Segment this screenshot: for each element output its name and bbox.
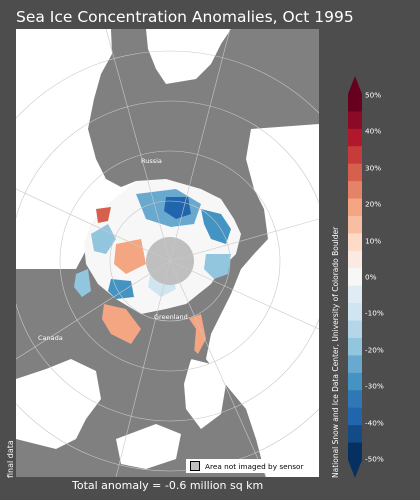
colorbar-band bbox=[348, 355, 362, 374]
label-russia: Russia bbox=[141, 157, 162, 165]
total-anomaly: Total anomaly = -0.6 million sq km bbox=[72, 479, 264, 492]
colorbar-tick-label: -50% bbox=[365, 454, 384, 464]
map-title: Sea Ice Concentration Anomalies, Oct 199… bbox=[16, 8, 354, 26]
colorbar-tick-label: 50% bbox=[365, 90, 382, 100]
colorbar-band bbox=[348, 372, 362, 391]
colorbar-tick-label: -30% bbox=[365, 381, 384, 391]
graticule bbox=[16, 29, 319, 477]
colorbar-band bbox=[348, 303, 362, 322]
colorbar-tick-label: 10% bbox=[365, 236, 382, 246]
colorbar-band bbox=[348, 268, 362, 287]
colorbar-band bbox=[348, 163, 362, 182]
polar-map bbox=[16, 29, 319, 477]
colorbar-tick-label: -10% bbox=[365, 308, 384, 318]
colorbar-arrow-top bbox=[348, 76, 362, 94]
colorbar-band bbox=[348, 233, 362, 252]
colorbar-band bbox=[348, 442, 362, 461]
legend-swatch bbox=[190, 461, 200, 471]
ocean-area bbox=[116, 424, 181, 469]
map-canvas bbox=[16, 29, 319, 477]
label-canada: Canada bbox=[38, 334, 63, 342]
colorbar-tick-label: 0% bbox=[365, 272, 377, 282]
credit-label: National Snow and Ice Data Center, Unive… bbox=[331, 226, 340, 478]
ocean-area bbox=[16, 359, 101, 449]
label-europe: Europe bbox=[292, 366, 315, 374]
colorbar-band bbox=[348, 216, 362, 234]
colorbar-band bbox=[348, 320, 362, 339]
map-legend: Area not imaged by sensor bbox=[186, 459, 317, 473]
colorbar-band bbox=[348, 111, 362, 130]
colorbar bbox=[348, 76, 362, 478]
colorbar-tick-label: 40% bbox=[365, 126, 382, 136]
colorbar-band bbox=[348, 407, 362, 426]
colorbar-band bbox=[348, 181, 362, 200]
colorbar-tick-label: 30% bbox=[365, 163, 382, 173]
colorbar-band bbox=[348, 250, 362, 269]
colorbar-band bbox=[348, 390, 362, 409]
legend-label: Area not imaged by sensor bbox=[205, 461, 304, 471]
colorbar-tick-label: -20% bbox=[365, 345, 384, 355]
colorbar-band bbox=[348, 94, 362, 112]
greenland-land bbox=[141, 309, 196, 389]
colorbar-band bbox=[348, 146, 362, 165]
label-alaska: Alaska bbox=[53, 230, 75, 238]
colorbar-band bbox=[348, 338, 362, 356]
data-status-label: final data bbox=[6, 440, 15, 478]
ocean-area bbox=[206, 124, 319, 477]
label-greenland: Greenland bbox=[154, 313, 188, 321]
colorbar-arrow-bottom bbox=[348, 460, 362, 478]
colorbar-band bbox=[348, 285, 362, 304]
colorbar-band bbox=[348, 128, 362, 147]
ocean-area bbox=[184, 359, 226, 429]
colorbar-band bbox=[348, 425, 362, 444]
colorbar-tick-label: -40% bbox=[365, 418, 384, 428]
colorbar-tick-label: 20% bbox=[365, 199, 382, 209]
colorbar-band bbox=[348, 198, 362, 217]
ocean-area bbox=[146, 29, 231, 84]
